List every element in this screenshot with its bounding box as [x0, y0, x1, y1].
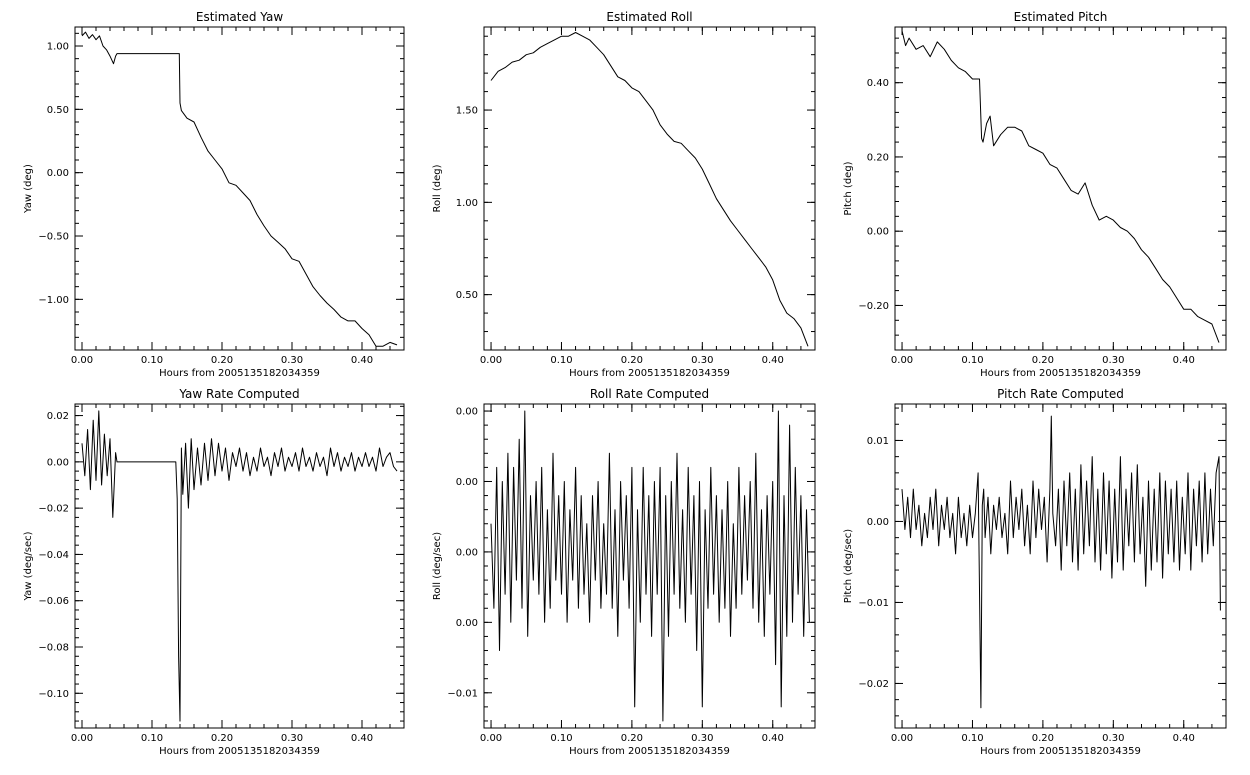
y-tick-label: −0.04 — [38, 550, 69, 561]
chart-title: Roll Rate Computed — [590, 387, 709, 401]
x-axis-label: Hours from 2005135182034359 — [569, 368, 730, 379]
x-tick-label: 0.00 — [480, 355, 502, 366]
x-axis-label: Hours from 2005135182034359 — [159, 746, 320, 757]
x-axis-label: Hours from 2005135182034359 — [980, 746, 1141, 757]
x-tick-label: 0.30 — [1102, 733, 1124, 744]
x-tick-label: 0.30 — [1102, 355, 1124, 366]
y-tick-label: 0.02 — [47, 411, 69, 422]
x-tick-label: 0.00 — [71, 733, 93, 744]
x-tick-label: 0.00 — [891, 733, 913, 744]
x-tick-label: 0.10 — [550, 733, 572, 744]
y-tick-label: 1.00 — [456, 198, 478, 209]
x-tick-label: 0.20 — [621, 733, 643, 744]
x-tick-label: 0.40 — [1173, 733, 1195, 744]
plot-frame — [74, 26, 405, 351]
series-line-1 — [490, 32, 809, 347]
y-tick-label: −0.08 — [38, 643, 69, 654]
y-tick-label: 1.00 — [47, 42, 69, 53]
y-tick-label: 0.00 — [456, 407, 478, 418]
y-tick-label: −0.20 — [858, 301, 889, 312]
x-tick-label: 0.10 — [141, 355, 163, 366]
series-line-1 — [81, 31, 398, 347]
y-tick-label: 0.00 — [867, 517, 889, 528]
x-tick-label: 0.30 — [281, 355, 303, 366]
chart-title: Pitch Rate Computed — [997, 387, 1124, 401]
x-tick-label: 0.20 — [1032, 733, 1054, 744]
x-tick-label: 0.40 — [351, 733, 373, 744]
y-axis-label: Yaw (deg/sec) — [23, 531, 34, 601]
chart-panel-2: Estimated Roll Hours from 200513518203435… — [432, 10, 816, 379]
y-tick-label: 0.00 — [867, 227, 889, 238]
x-tick-label: 0.40 — [1173, 355, 1195, 366]
chart-title: Estimated Pitch — [1014, 10, 1108, 24]
plot-frame — [894, 403, 1227, 729]
y-tick-label: 0.40 — [867, 78, 889, 89]
x-tick-label: 0.30 — [281, 733, 303, 744]
y-axis-label: Roll (deg) — [432, 164, 443, 212]
plot-frame — [74, 403, 405, 729]
chart-title: Yaw Rate Computed — [178, 387, 299, 401]
chart-panel-6: Pitch Rate Computed Hours from 2005135182… — [843, 387, 1227, 757]
x-tick-label: 0.10 — [961, 355, 983, 366]
y-tick-label: −0.02 — [38, 504, 69, 515]
x-tick-label: 0.40 — [762, 355, 784, 366]
plot-frame — [483, 26, 816, 351]
series-line-1 — [490, 410, 810, 722]
y-axis-label: Roll (deg/sec) — [432, 532, 443, 600]
y-tick-label: 0.50 — [456, 290, 478, 301]
chart-panel-4: Yaw Rate Computed Hours from 200513518203… — [23, 387, 405, 757]
chart-title: Estimated Roll — [606, 10, 692, 24]
x-tick-label: 0.00 — [891, 355, 913, 366]
x-tick-label: 0.20 — [211, 355, 233, 366]
y-tick-label: 0.00 — [456, 547, 478, 558]
y-tick-label: 0.00 — [47, 168, 69, 179]
y-axis-label: Pitch (deg) — [843, 161, 854, 215]
y-tick-label: 0.50 — [47, 105, 69, 116]
y-tick-label: 0.00 — [47, 457, 69, 468]
x-tick-label: 0.00 — [480, 733, 502, 744]
x-axis-label: Hours from 2005135182034359 — [980, 368, 1141, 379]
y-tick-label: 0.00 — [456, 618, 478, 629]
y-tick-label: −0.50 — [38, 232, 69, 243]
y-tick-label: 1.50 — [456, 106, 478, 117]
y-tick-label: 0.20 — [867, 152, 889, 163]
x-axis-label: Hours from 2005135182034359 — [569, 746, 730, 757]
y-tick-label: −0.10 — [38, 689, 69, 700]
x-tick-label: 0.10 — [141, 733, 163, 744]
y-tick-label: −0.06 — [38, 596, 69, 607]
chart-title: Estimated Yaw — [196, 10, 283, 24]
x-tick-label: 0.30 — [691, 355, 713, 366]
y-tick-label: 0.00 — [456, 477, 478, 488]
x-tick-label: 0.40 — [351, 355, 373, 366]
x-tick-label: 0.20 — [211, 733, 233, 744]
x-tick-label: 0.10 — [961, 733, 983, 744]
chart-panel-3: Estimated Pitch Hours from 20051351820343… — [843, 10, 1227, 379]
y-axis-label: Yaw (deg) — [23, 164, 34, 214]
x-tick-label: 0.40 — [762, 733, 784, 744]
y-tick-label: −0.01 — [858, 598, 889, 609]
series-line-1 — [81, 410, 398, 722]
y-tick-label: −0.02 — [858, 679, 889, 690]
y-tick-label: −1.00 — [38, 295, 69, 306]
x-tick-label: 0.30 — [691, 733, 713, 744]
x-tick-label: 0.20 — [1032, 355, 1054, 366]
chart-panel-5: Roll Rate Computed Hours from 20051351820… — [432, 387, 816, 757]
series-line-1 — [901, 30, 1220, 343]
series-line-1 — [901, 415, 1221, 709]
x-tick-label: 0.10 — [550, 355, 572, 366]
x-tick-label: 0.00 — [71, 355, 93, 366]
y-axis-label: Pitch (deg/sec) — [843, 529, 854, 604]
x-tick-label: 0.20 — [621, 355, 643, 366]
y-tick-label: −0.01 — [447, 688, 478, 699]
y-tick-label: 0.01 — [867, 436, 889, 447]
chart-panel-1: Estimated Yaw Hours from 2005135182034359… — [23, 10, 405, 379]
x-axis-label: Hours from 2005135182034359 — [159, 368, 320, 379]
plot-frame — [894, 26, 1227, 351]
